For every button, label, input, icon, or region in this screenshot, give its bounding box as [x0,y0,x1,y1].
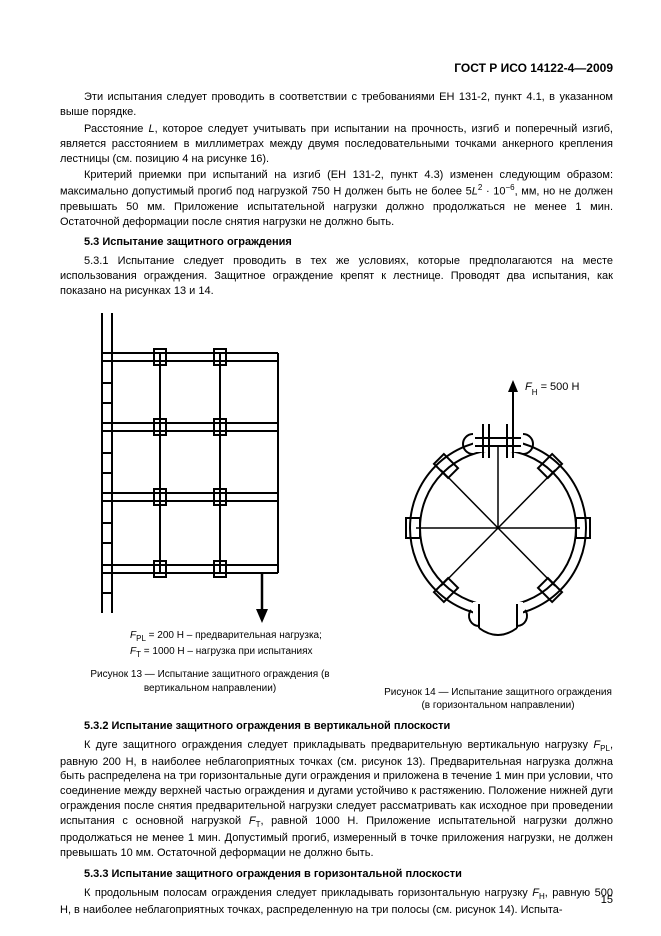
subscript: PL [136,634,146,643]
paragraph-6: К продольным полосам ограждения следует … [60,886,613,918]
figure-13-svg [60,313,360,623]
paragraph-1: Эти испытания следует проводить в соотве… [60,90,613,120]
formula-line-2: FT = 1000 Н – нагрузка при испытаниях [130,645,360,661]
paragraph-3: Критерий приемки при испытаний на изгиб … [60,168,613,229]
document-header: ГОСТ Р ИСО 14122-4—2009 [60,60,613,76]
svg-text:FH = 500 Н: FH = 500 Н [525,381,579,397]
paragraph-2: Расстояние L, которое следует учитывать … [60,122,613,167]
figure-14-svg: FH = 500 Н [383,368,613,678]
document-page: ГОСТ Р ИСО 14122-4—2009 Эти испытания сл… [0,0,661,936]
superscript: −6 [506,183,515,192]
formula-line-1: FPL = 200 Н – предварительная нагрузка; [130,629,360,645]
figure-14-caption: Рисунок 14 — Испытание защитного огражде… [383,686,613,713]
text-run: Расстояние [84,123,148,135]
paragraph-4: 5.3.1 Испытание следует проводить в тех … [60,254,613,299]
text-run: К дуге защитного ограждения следует прик… [84,739,593,751]
text-run: К продольным полосам ограждения следует … [84,887,532,899]
section-5-3-3-title: 5.3.3 Испытание защитного ограждения в г… [60,867,613,882]
subscript: PL [600,744,610,753]
text-run: = 1000 Н – нагрузка при испытаниях [141,646,313,657]
figure-13-formulas: FPL = 200 Н – предварительная нагрузка; … [130,629,360,661]
text-run: · 10 [482,186,505,198]
figure-13: FPL = 200 Н – предварительная нагрузка; … [60,313,360,713]
section-5-3-2-title: 5.3.2 Испытание защитного ограждения в в… [60,719,613,734]
text-run: , равную 200 Н, в наиболее неблагоприятн… [60,739,613,827]
figures-row: FPL = 200 Н – предварительная нагрузка; … [60,313,613,713]
symbol-F: F [532,887,539,899]
force-value: = 500 Н [538,381,580,393]
symbol-F: F [249,815,256,827]
paragraph-5: К дуге защитного ограждения следует прик… [60,738,613,861]
page-number: 15 [601,893,613,908]
figure-13-caption: Рисунок 13 — Испытание защитного огражде… [60,668,360,695]
text-run: = 200 Н – предварительная нагрузка; [146,630,322,641]
section-5-3-title: 5.3 Испытание защитного ограждения [60,235,613,250]
figure-14: FH = 500 Н Рисунок 14 — Испытание защитн… [383,313,613,713]
